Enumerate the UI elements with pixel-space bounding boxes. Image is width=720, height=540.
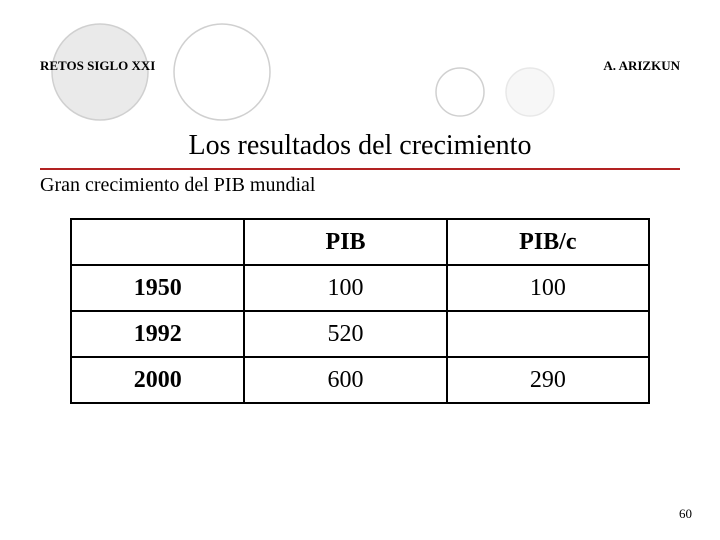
table-header-cell (71, 219, 244, 265)
subtitle: Gran crecimiento del PIB mundial (40, 174, 315, 197)
header-row: RETOS SIGLO XXI A. ARIZKUN (40, 58, 680, 74)
table-row: 1950100100 (71, 265, 649, 311)
table-row: 1992520 (71, 311, 649, 357)
table-cell: 520 (244, 311, 446, 357)
table-cell: 100 (244, 265, 446, 311)
header-left: RETOS SIGLO XXI (40, 58, 155, 74)
table-cell: 290 (447, 357, 649, 403)
table-cell: 1992 (71, 311, 244, 357)
data-table-wrap: PIBPIB/c195010010019925202000600290 (70, 218, 650, 404)
table-cell: 1950 (71, 265, 244, 311)
table-cell: 600 (244, 357, 446, 403)
page-title: Los resultados del crecimiento (0, 130, 720, 162)
data-table: PIBPIB/c195010010019925202000600290 (70, 218, 650, 404)
title-underline (40, 168, 680, 170)
table-header-cell: PIB (244, 219, 446, 265)
table-cell: 2000 (71, 357, 244, 403)
table-header-cell: PIB/c (447, 219, 649, 265)
header-right: A. ARIZKUN (603, 58, 680, 74)
table-cell (447, 311, 649, 357)
table-cell: 100 (447, 265, 649, 311)
page-number: 60 (679, 506, 692, 522)
table-row: 2000600290 (71, 357, 649, 403)
